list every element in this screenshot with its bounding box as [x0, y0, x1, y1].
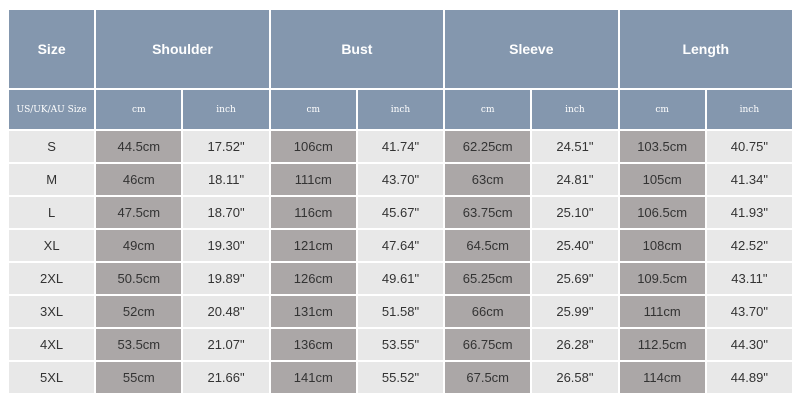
length-header: Length: [617, 8, 795, 90]
cm-cell: 108cm: [617, 228, 707, 263]
shoulder-header: Shoulder: [94, 8, 271, 90]
table-row: S 44.5cm 17.52" 106cm 41.74" 62.25cm 24.51" 103…: [6, 129, 795, 164]
cm-cell: 49cm: [94, 228, 184, 263]
table-row: XL 49cm 19.30" 121cm 47.64" 64.5cm 25.40" 108cm…: [6, 228, 795, 263]
cm-cell: 141cm: [268, 360, 358, 395]
inch-cell: 41.74": [355, 129, 446, 164]
size-subheader: US/UK/AU Size: [6, 88, 97, 131]
inch-cell: 41.93": [704, 195, 795, 230]
table-row: 2XL 50.5cm 19.89" 126cm 49.61" 65.25cm 25.69" 1…: [6, 261, 795, 296]
cm-cell: 126cm: [268, 261, 358, 296]
inch-cell: 19.30": [181, 228, 271, 263]
unit-cm: cm: [617, 88, 707, 131]
cm-cell: 63cm: [443, 162, 533, 197]
inch-cell: 24.81": [530, 162, 620, 197]
inch-cell: 51.58": [355, 294, 446, 329]
cm-cell: 106cm: [268, 129, 358, 164]
cm-cell: 55cm: [94, 360, 184, 395]
inch-cell: 45.67": [355, 195, 446, 230]
size-chart-table: Size Shoulder Bust Sleeve Length US/UK/A…: [6, 8, 795, 395]
inch-cell: 25.69": [530, 261, 620, 296]
unit-inch: inch: [530, 88, 620, 131]
inch-cell: 26.58": [530, 360, 620, 395]
unit-inch: inch: [355, 88, 446, 131]
cm-cell: 47.5cm: [94, 195, 184, 230]
cm-cell: 136cm: [268, 327, 358, 362]
cm-cell: 131cm: [268, 294, 358, 329]
inch-cell: 40.75": [704, 129, 795, 164]
cm-cell: 114cm: [617, 360, 707, 395]
cm-cell: 105cm: [617, 162, 707, 197]
inch-cell: 21.07": [181, 327, 271, 362]
inch-cell: 43.70": [704, 294, 795, 329]
inch-cell: 25.99": [530, 294, 620, 329]
inch-cell: 47.64": [355, 228, 446, 263]
inch-cell: 43.11": [704, 261, 795, 296]
inch-cell: 26.28": [530, 327, 620, 362]
cm-cell: 50.5cm: [94, 261, 184, 296]
cm-cell: 63.75cm: [443, 195, 533, 230]
cm-cell: 44.5cm: [94, 129, 184, 164]
size-header: Size: [6, 8, 97, 90]
unit-cm: cm: [443, 88, 533, 131]
sleeve-header: Sleeve: [443, 8, 620, 90]
cm-cell: 121cm: [268, 228, 358, 263]
unit-inch: inch: [181, 88, 271, 131]
inch-cell: 42.52": [704, 228, 795, 263]
cm-cell: 65.25cm: [443, 261, 533, 296]
inch-cell: 25.40": [530, 228, 620, 263]
table-row: M 46cm 18.11" 111cm 43.70" 63cm 24.81" 105cm 41.…: [6, 162, 795, 197]
inch-cell: 25.10": [530, 195, 620, 230]
size-cell: 4XL: [6, 327, 97, 362]
cm-cell: 106.5cm: [617, 195, 707, 230]
cm-cell: 111cm: [617, 294, 707, 329]
inch-cell: 49.61": [355, 261, 446, 296]
size-cell: S: [6, 129, 97, 164]
inch-cell: 44.30": [704, 327, 795, 362]
size-cell: 3XL: [6, 294, 97, 329]
inch-cell: 18.11": [181, 162, 271, 197]
cm-cell: 46cm: [94, 162, 184, 197]
cm-cell: 66cm: [443, 294, 533, 329]
inch-cell: 19.89": [181, 261, 271, 296]
bust-header: Bust: [268, 8, 446, 90]
cm-cell: 52cm: [94, 294, 184, 329]
size-cell: L: [6, 195, 97, 230]
size-cell: XL: [6, 228, 97, 263]
table-row: 5XL 55cm 21.66" 141cm 55.52" 67.5cm 26.58" 114c…: [6, 360, 795, 395]
header-row: Size Shoulder Bust Sleeve Length: [6, 8, 795, 90]
cm-cell: 111cm: [268, 162, 358, 197]
inch-cell: 24.51": [530, 129, 620, 164]
cm-cell: 116cm: [268, 195, 358, 230]
inch-cell: 18.70": [181, 195, 271, 230]
unit-cm: cm: [94, 88, 184, 131]
cm-cell: 62.25cm: [443, 129, 533, 164]
size-cell: 2XL: [6, 261, 97, 296]
cm-cell: 64.5cm: [443, 228, 533, 263]
size-cell: M: [6, 162, 97, 197]
unit-row: US/UK/AU Size cm inch cm inch cm inch cm…: [6, 88, 795, 131]
inch-cell: 53.55": [355, 327, 446, 362]
inch-cell: 44.89": [704, 360, 795, 395]
unit-inch: inch: [704, 88, 795, 131]
table-row: 3XL 52cm 20.48" 131cm 51.58" 66cm 25.99" 111cm 4…: [6, 294, 795, 329]
cm-cell: 67.5cm: [443, 360, 533, 395]
inch-cell: 41.34": [704, 162, 795, 197]
table-row: L 47.5cm 18.70" 116cm 45.67" 63.75cm 25.10" 106…: [6, 195, 795, 230]
cm-cell: 66.75cm: [443, 327, 533, 362]
inch-cell: 43.70": [355, 162, 446, 197]
unit-cm: cm: [268, 88, 358, 131]
inch-cell: 17.52": [181, 129, 271, 164]
cm-cell: 112.5cm: [617, 327, 707, 362]
inch-cell: 55.52": [355, 360, 446, 395]
cm-cell: 109.5cm: [617, 261, 707, 296]
cm-cell: 53.5cm: [94, 327, 184, 362]
table-row: 4XL 53.5cm 21.07" 136cm 53.55" 66.75cm 26.28" 1…: [6, 327, 795, 362]
cm-cell: 103.5cm: [617, 129, 707, 164]
size-cell: 5XL: [6, 360, 97, 395]
inch-cell: 21.66": [181, 360, 271, 395]
inch-cell: 20.48": [181, 294, 271, 329]
